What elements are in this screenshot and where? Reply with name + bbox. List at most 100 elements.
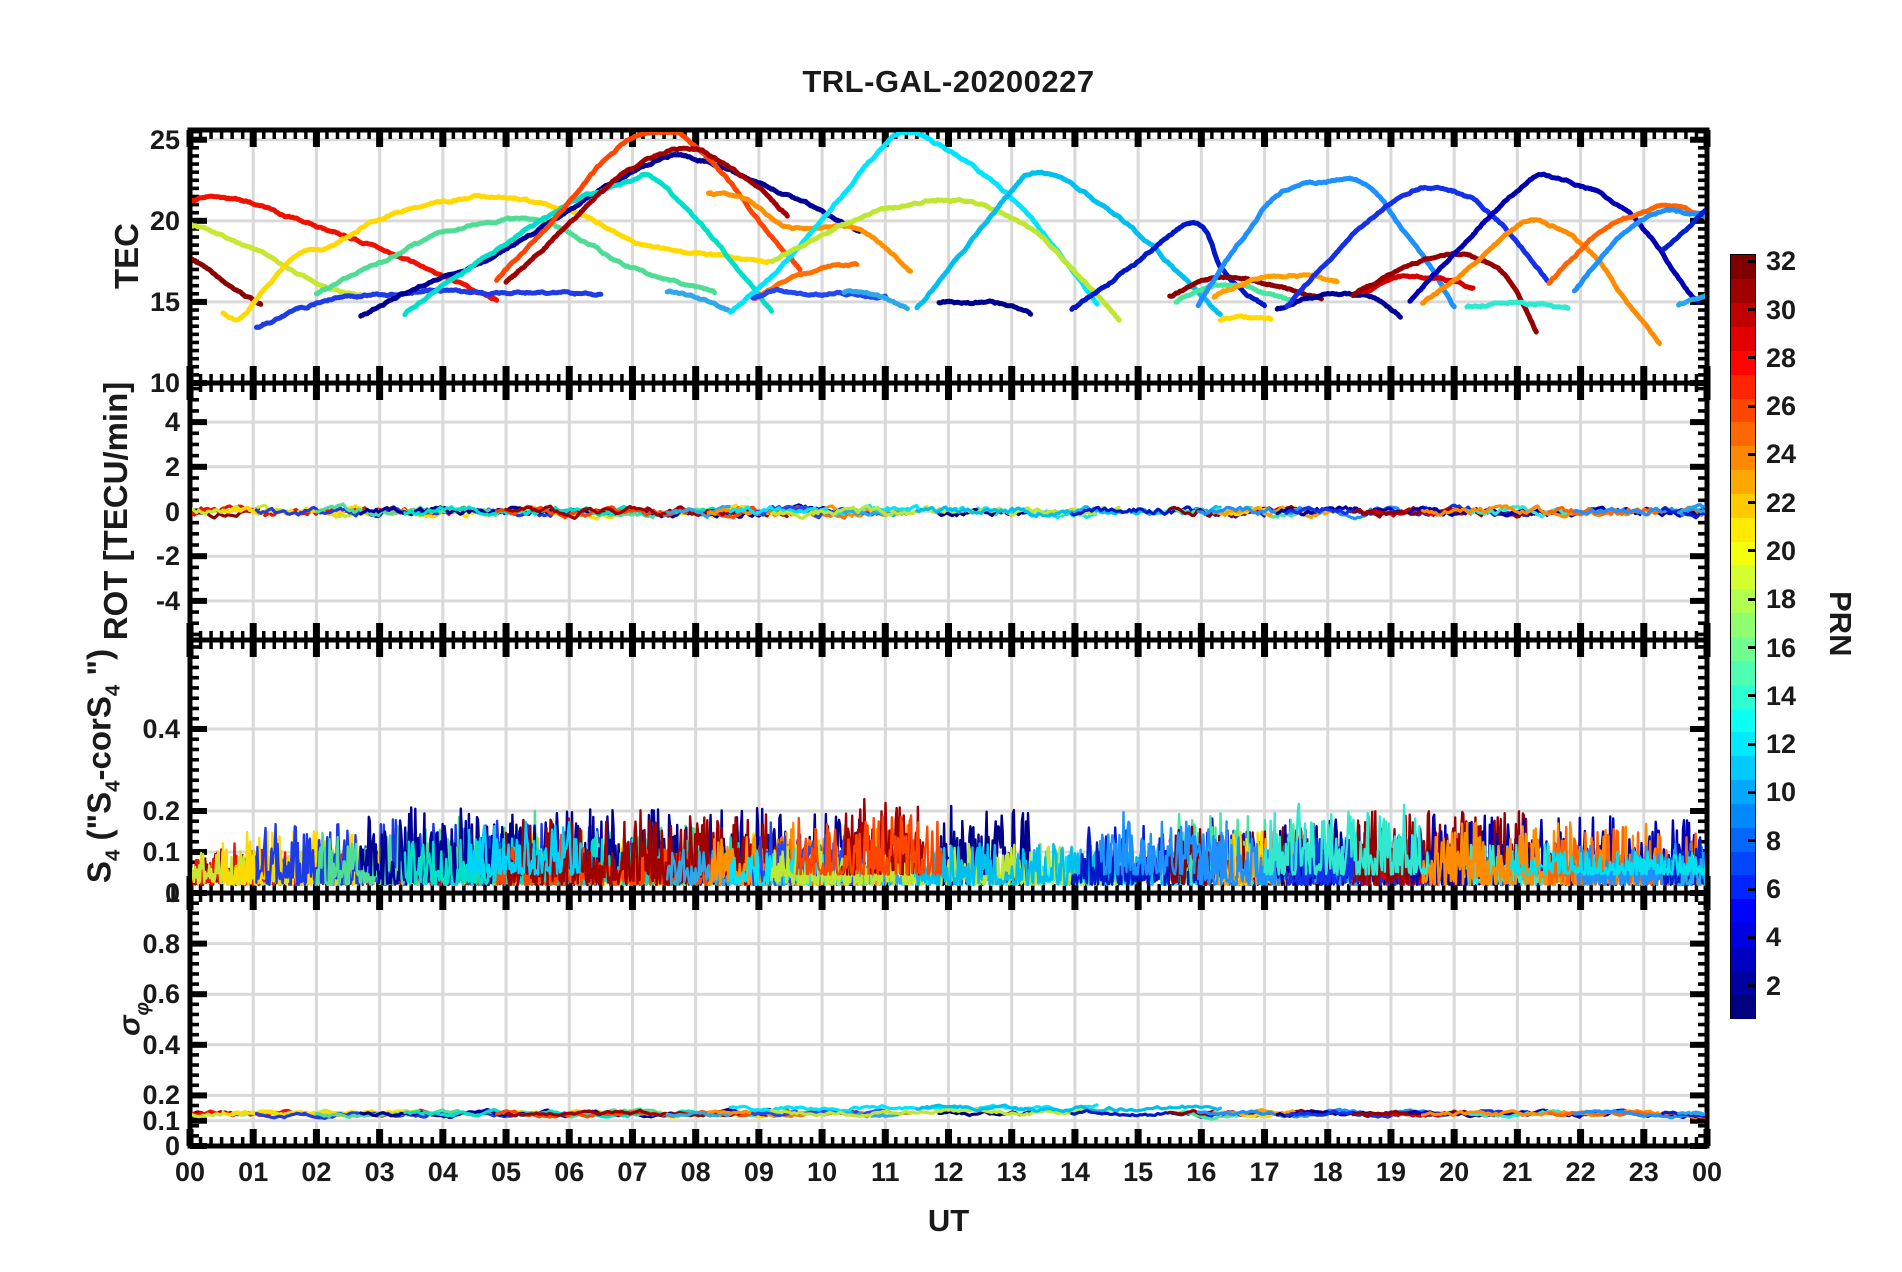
colorbar-tickmark xyxy=(1748,308,1755,312)
xtick-12: 12 xyxy=(933,1157,964,1187)
colorbar-tick-6: 6 xyxy=(1766,874,1782,905)
xtick-16: 16 xyxy=(1186,1157,1217,1187)
colorbar-band xyxy=(1731,326,1755,351)
colorbar-band xyxy=(1731,255,1755,280)
xtick-19: 19 xyxy=(1375,1157,1406,1187)
colorbar-tickmark xyxy=(1748,790,1755,794)
colorbar-tickmark xyxy=(1748,646,1755,650)
ytick-sigma_phi-0.8: 0.8 xyxy=(142,928,180,959)
colorbar-band xyxy=(1731,612,1755,637)
panel-sigma_phi xyxy=(186,890,1711,1149)
colorbar-tickmark xyxy=(1748,887,1755,891)
colorbar-tick-16: 16 xyxy=(1766,632,1797,663)
xtick-8: 08 xyxy=(680,1157,711,1187)
colorbar-band xyxy=(1731,398,1755,423)
ytick-tec-20: 20 xyxy=(149,205,180,236)
colorbar-tickmark xyxy=(1748,984,1755,988)
ytick-sigma_phi-0.1: 0.1 xyxy=(142,1105,180,1136)
colorbar-band xyxy=(1731,564,1755,590)
xtick-17: 17 xyxy=(1249,1157,1280,1187)
ytick-sigma_phi-0.2: 0.2 xyxy=(142,1080,180,1111)
colorbar-band xyxy=(1731,541,1755,566)
colorbar-band xyxy=(1731,922,1755,947)
xtick-6: 06 xyxy=(554,1157,585,1187)
ytick-s4-0: 0 xyxy=(164,878,180,908)
colorbar-band xyxy=(1731,708,1755,733)
colorbar-band xyxy=(1731,874,1755,900)
colorbar-band xyxy=(1731,994,1755,1019)
panel-rot xyxy=(186,380,1711,643)
colorbar-tickmark xyxy=(1748,404,1755,408)
colorbar xyxy=(1730,254,1756,1019)
colorbar-tickmark xyxy=(1748,452,1755,456)
xtick-10: 10 xyxy=(807,1157,838,1187)
ytick-rot--4: -4 xyxy=(155,585,180,616)
xtick-5: 05 xyxy=(491,1157,522,1187)
xtick-13: 13 xyxy=(996,1157,1027,1187)
colorbar-band xyxy=(1731,755,1755,781)
colorbar-tick-20: 20 xyxy=(1766,535,1797,566)
xtick-0: 00 xyxy=(174,1157,206,1187)
ytick-tec-15: 15 xyxy=(149,286,180,317)
colorbar-tick-30: 30 xyxy=(1766,294,1797,325)
colorbar-band xyxy=(1731,302,1755,328)
colorbar-tickmark xyxy=(1748,549,1755,553)
panel-s4 xyxy=(186,637,1711,896)
ytick-sigma_phi-0.6: 0.6 xyxy=(142,979,180,1010)
colorbar-tick-10: 10 xyxy=(1766,777,1797,808)
colorbar-tickmark xyxy=(1748,356,1755,360)
colorbar-band xyxy=(1731,278,1755,304)
xtick-9: 09 xyxy=(743,1157,774,1187)
xtick-22: 22 xyxy=(1565,1157,1596,1187)
colorbar-band xyxy=(1731,898,1755,924)
colorbar-tickmark xyxy=(1748,935,1755,939)
ytick-s4-0.1: 0.1 xyxy=(142,836,180,867)
ytick-sigma_phi-0: 0 xyxy=(164,1131,180,1161)
colorbar-tick-2: 2 xyxy=(1766,970,1782,1001)
panel-tec xyxy=(186,127,1711,386)
ytick-tec-25: 25 xyxy=(149,124,180,155)
xtick-21: 21 xyxy=(1502,1157,1533,1187)
ytick-rot-4: 4 xyxy=(164,407,180,438)
ytick-s4-0.2: 0.2 xyxy=(142,795,180,826)
xtick-7: 07 xyxy=(617,1157,648,1187)
colorbar-tick-26: 26 xyxy=(1766,391,1797,422)
colorbar-band xyxy=(1731,374,1755,399)
colorbar-label: PRN xyxy=(1823,590,1858,656)
colorbar-band xyxy=(1731,493,1755,518)
colorbar-tick-24: 24 xyxy=(1766,439,1797,470)
xtick-23: 23 xyxy=(1628,1157,1659,1187)
xtick-15: 15 xyxy=(1123,1157,1154,1187)
xtick-1: 01 xyxy=(238,1157,269,1187)
xtick-4: 04 xyxy=(427,1157,458,1187)
colorbar-tickmark xyxy=(1748,839,1755,843)
xtick-14: 14 xyxy=(1059,1157,1090,1187)
colorbar-tickmark xyxy=(1748,259,1755,263)
xtick-2: 02 xyxy=(301,1157,332,1187)
colorbar-band xyxy=(1731,517,1755,542)
ytick-rot-0: 0 xyxy=(164,496,180,527)
colorbar-band xyxy=(1731,421,1755,447)
ytick-rot--2: -2 xyxy=(155,541,180,572)
colorbar-tick-18: 18 xyxy=(1766,584,1797,615)
xtick-11: 11 xyxy=(871,1157,900,1187)
colorbar-tick-32: 32 xyxy=(1766,246,1797,277)
xtick-24: 00 xyxy=(1691,1157,1723,1187)
colorbar-band xyxy=(1731,946,1755,971)
colorbar-band xyxy=(1731,445,1755,471)
colorbar-band xyxy=(1731,588,1755,614)
colorbar-tick-14: 14 xyxy=(1766,680,1797,711)
ytick-rot-2: 2 xyxy=(164,451,180,482)
xtick-3: 03 xyxy=(364,1157,395,1187)
colorbar-band xyxy=(1731,803,1755,828)
chart-title: TRL-GAL-20200227 xyxy=(802,64,1095,99)
colorbar-band xyxy=(1731,350,1755,375)
colorbar-band xyxy=(1731,469,1755,494)
colorbar-tickmark xyxy=(1748,694,1755,698)
colorbar-tick-8: 8 xyxy=(1766,825,1782,856)
colorbar-band xyxy=(1731,851,1755,876)
colorbar-band xyxy=(1731,660,1755,685)
ytick-s4-0.4: 0.4 xyxy=(142,713,180,744)
colorbar-tickmark xyxy=(1748,501,1755,505)
